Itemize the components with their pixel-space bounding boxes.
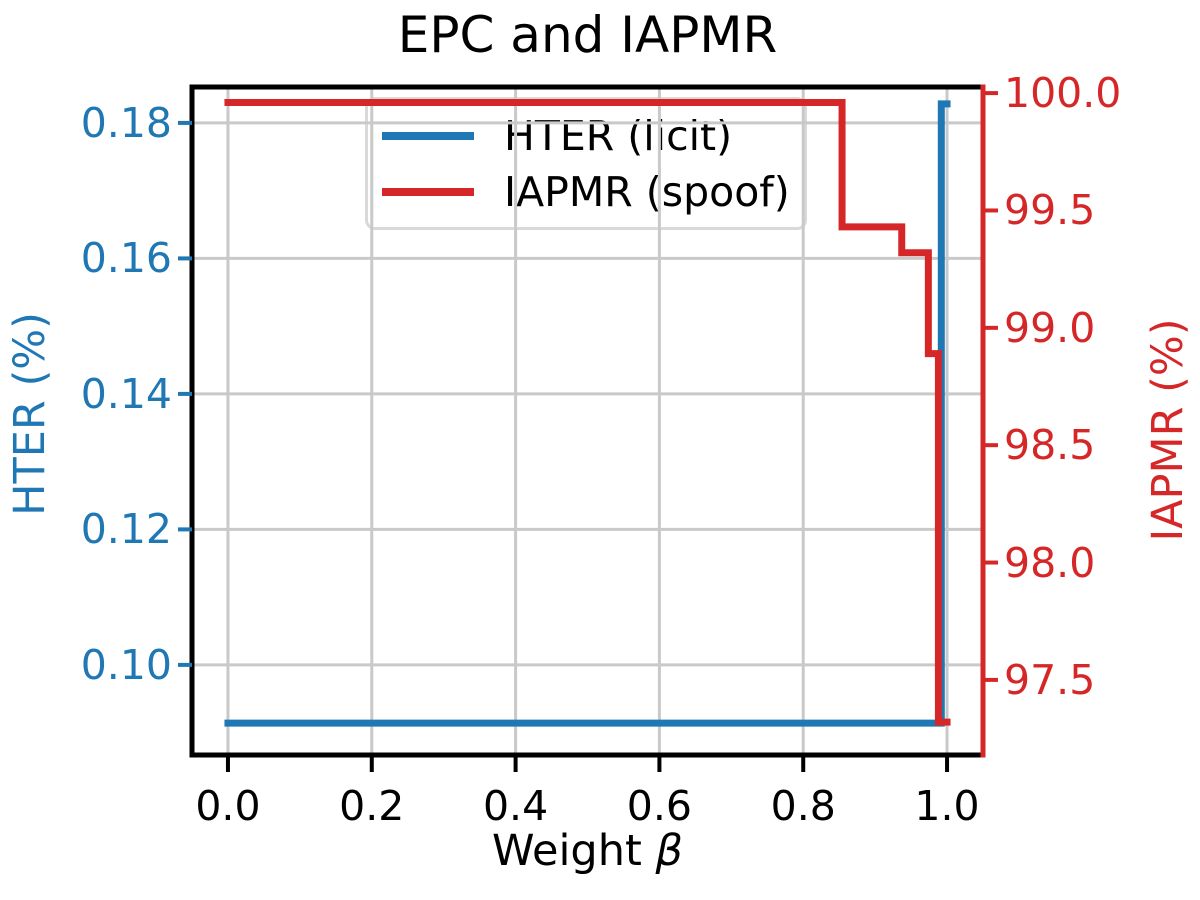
x-tick-label: 0.8 — [770, 782, 836, 830]
x-tick-label: 0.4 — [482, 782, 549, 830]
x-tick-label: 1.0 — [914, 782, 980, 830]
right-tick-label: 99.5 — [1004, 186, 1096, 235]
right-tick-label: 99.0 — [1004, 303, 1096, 352]
legend-label-iapmr: IAPMR (spoof) — [504, 168, 790, 216]
left-tick-label: 0.14 — [80, 369, 172, 418]
x-tick-label: 0.2 — [339, 782, 405, 830]
right-tick-label: 98.0 — [1004, 538, 1096, 587]
chart-title: EPC and IAPMR — [397, 6, 778, 64]
legend: HTER (licit) IAPMR (spoof) — [365, 97, 807, 230]
left-tick-label: 0.16 — [80, 234, 172, 283]
x-axis-label-text: Weight — [492, 826, 642, 876]
left-tick-label: 0.12 — [80, 505, 172, 554]
legend-label-hter: HTER (licit) — [504, 112, 733, 160]
legend-entry-iapmr: IAPMR (spoof) — [368, 164, 804, 220]
iapmr-line-swatch — [382, 188, 474, 196]
series-line-iapmr — [224, 98, 951, 726]
legend-entry-hter: HTER (licit) — [368, 108, 804, 164]
left-tick-label: 0.10 — [80, 640, 172, 689]
x-axis-label-beta-symbol: β — [655, 826, 683, 876]
x-axis-label: Weight β — [192, 826, 983, 876]
right-tick-label: 100.0 — [1004, 69, 1122, 118]
x-tick-label: 0.0 — [195, 782, 261, 830]
right-tick-label: 97.5 — [1004, 655, 1096, 704]
right-tick-label: 98.5 — [1004, 421, 1096, 470]
x-tick-label: 0.6 — [626, 782, 693, 830]
left-tick-label: 0.18 — [80, 98, 172, 147]
hter-line-swatch — [382, 132, 474, 140]
